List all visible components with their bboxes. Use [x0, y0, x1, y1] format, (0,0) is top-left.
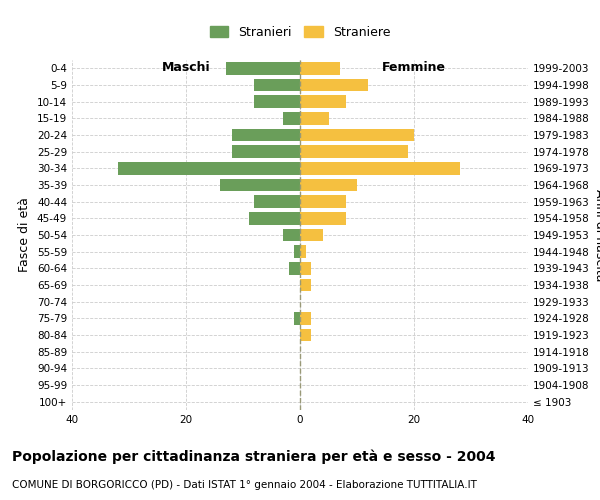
Bar: [232, 146, 300, 158]
Bar: [295, 312, 300, 324]
Bar: [300, 262, 311, 274]
Bar: [300, 146, 409, 158]
Bar: [300, 162, 460, 174]
Bar: [300, 229, 323, 241]
Bar: [254, 96, 300, 108]
Bar: [283, 112, 300, 124]
Text: COMUNE DI BORGORICCO (PD) - Dati ISTAT 1° gennaio 2004 - Elaborazione TUTTITALIA: COMUNE DI BORGORICCO (PD) - Dati ISTAT 1…: [12, 480, 477, 490]
Bar: [254, 196, 300, 208]
Bar: [226, 62, 300, 74]
Bar: [289, 262, 300, 274]
Bar: [300, 128, 414, 141]
Bar: [300, 246, 306, 258]
Bar: [300, 179, 357, 191]
Bar: [300, 112, 329, 124]
Bar: [300, 78, 368, 91]
Text: Popolazione per cittadinanza straniera per età e sesso - 2004: Popolazione per cittadinanza straniera p…: [12, 450, 496, 464]
Bar: [300, 96, 346, 108]
Y-axis label: Anni di nascita: Anni di nascita: [593, 188, 600, 281]
Bar: [118, 162, 300, 174]
Bar: [300, 329, 311, 341]
Bar: [283, 229, 300, 241]
Text: Femmine: Femmine: [382, 61, 446, 74]
Bar: [220, 179, 300, 191]
Legend: Stranieri, Straniere: Stranieri, Straniere: [205, 20, 395, 44]
Bar: [254, 78, 300, 91]
Bar: [300, 279, 311, 291]
Text: Maschi: Maschi: [161, 61, 211, 74]
Bar: [300, 212, 346, 224]
Y-axis label: Fasce di età: Fasce di età: [19, 198, 31, 272]
Bar: [300, 196, 346, 208]
Bar: [232, 128, 300, 141]
Bar: [300, 62, 340, 74]
Bar: [300, 312, 311, 324]
Bar: [249, 212, 300, 224]
Bar: [295, 246, 300, 258]
